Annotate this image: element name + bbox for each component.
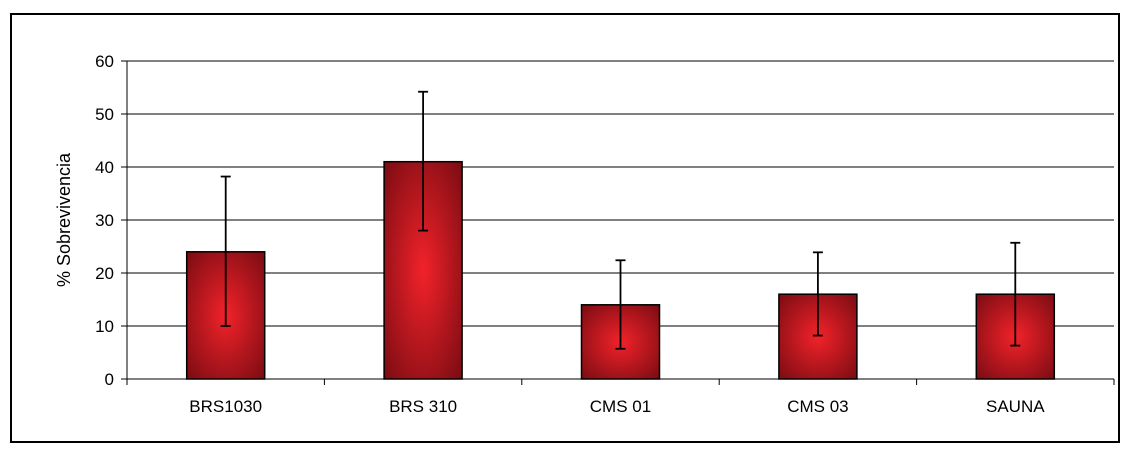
y-tick-label: 10	[95, 317, 114, 336]
x-tick-label: CMS 01	[590, 397, 651, 416]
error-bar-1	[418, 90, 429, 232]
y-tick-label: 40	[95, 158, 114, 177]
x-tick-label: BRS1030	[189, 397, 262, 416]
y-tick-label: 50	[95, 105, 114, 124]
tick-labels: 0 10 20 30 40 50 60 BRS1030 BRS 310 CMS 01 CMS 03 S…	[95, 52, 1045, 416]
y-tick-label: 0	[105, 370, 114, 389]
y-tick-label: 60	[95, 52, 114, 71]
axes	[121, 60, 1115, 385]
error-bar-4	[1010, 241, 1021, 347]
error-bar-2	[615, 259, 626, 350]
error-bar-0	[220, 175, 231, 327]
x-tick-label: BRS 310	[389, 397, 457, 416]
x-tick-label: CMS 03	[787, 397, 848, 416]
error-bar-3	[812, 251, 823, 337]
error-bars	[220, 90, 1021, 350]
y-tick-label: 30	[95, 211, 114, 230]
gridlines	[127, 60, 1114, 327]
y-axis-title: % Sobrevivencia	[54, 152, 74, 287]
y-tick-label: 20	[95, 264, 114, 283]
x-tick-label: SAUNA	[986, 397, 1045, 416]
